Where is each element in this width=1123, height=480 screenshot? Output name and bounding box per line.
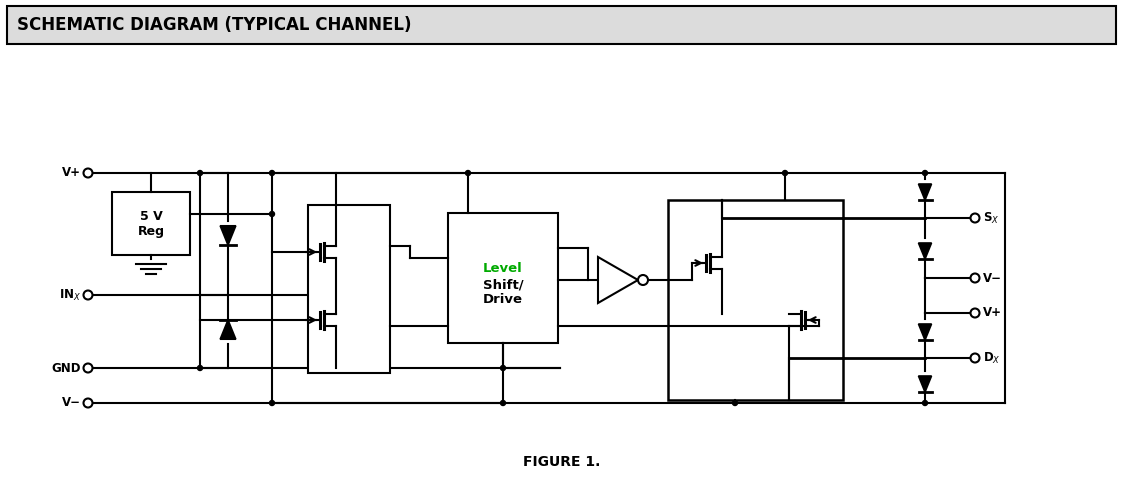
Bar [7, 6, 1116, 44]
Text: FIGURE 1.: FIGURE 1. [523, 455, 600, 469]
Bar [448, 213, 558, 343]
Circle shape [970, 274, 979, 283]
Circle shape [83, 290, 92, 300]
Circle shape [198, 365, 202, 371]
Text: V−: V− [62, 396, 81, 409]
Circle shape [970, 353, 979, 362]
Text: IN$_X$: IN$_X$ [58, 288, 81, 302]
Circle shape [270, 400, 274, 406]
Polygon shape [919, 324, 931, 340]
Circle shape [501, 400, 505, 406]
Circle shape [922, 170, 928, 176]
Polygon shape [599, 257, 638, 303]
Circle shape [270, 212, 274, 216]
Circle shape [970, 309, 979, 317]
Circle shape [270, 170, 274, 176]
Circle shape [198, 170, 202, 176]
Circle shape [83, 363, 92, 372]
Text: S$_X$: S$_X$ [983, 210, 999, 226]
Bar [112, 192, 190, 255]
Circle shape [501, 365, 505, 371]
Polygon shape [919, 376, 931, 392]
Circle shape [922, 400, 928, 406]
Circle shape [83, 398, 92, 408]
Text: Level: Level [483, 262, 523, 275]
Circle shape [83, 168, 92, 178]
Circle shape [466, 170, 471, 176]
Text: SCHEMATIC DIAGRAM (TYPICAL CHANNEL): SCHEMATIC DIAGRAM (TYPICAL CHANNEL) [17, 16, 411, 34]
Text: Shift/
Drive: Shift/ Drive [483, 278, 523, 306]
Text: 5 V
Reg: 5 V Reg [137, 209, 164, 238]
Polygon shape [919, 243, 931, 259]
Text: V−: V− [983, 272, 1002, 285]
Circle shape [970, 214, 979, 223]
Text: V+: V+ [62, 167, 81, 180]
Circle shape [783, 170, 787, 176]
Polygon shape [919, 184, 931, 200]
Circle shape [638, 275, 648, 285]
Text: D$_X$: D$_X$ [983, 350, 1001, 366]
Text: V+: V+ [983, 307, 1002, 320]
Circle shape [732, 400, 738, 406]
Polygon shape [220, 320, 236, 339]
Bar [308, 205, 390, 373]
Bar [668, 200, 843, 400]
Text: GND: GND [52, 361, 81, 374]
Polygon shape [220, 226, 236, 245]
